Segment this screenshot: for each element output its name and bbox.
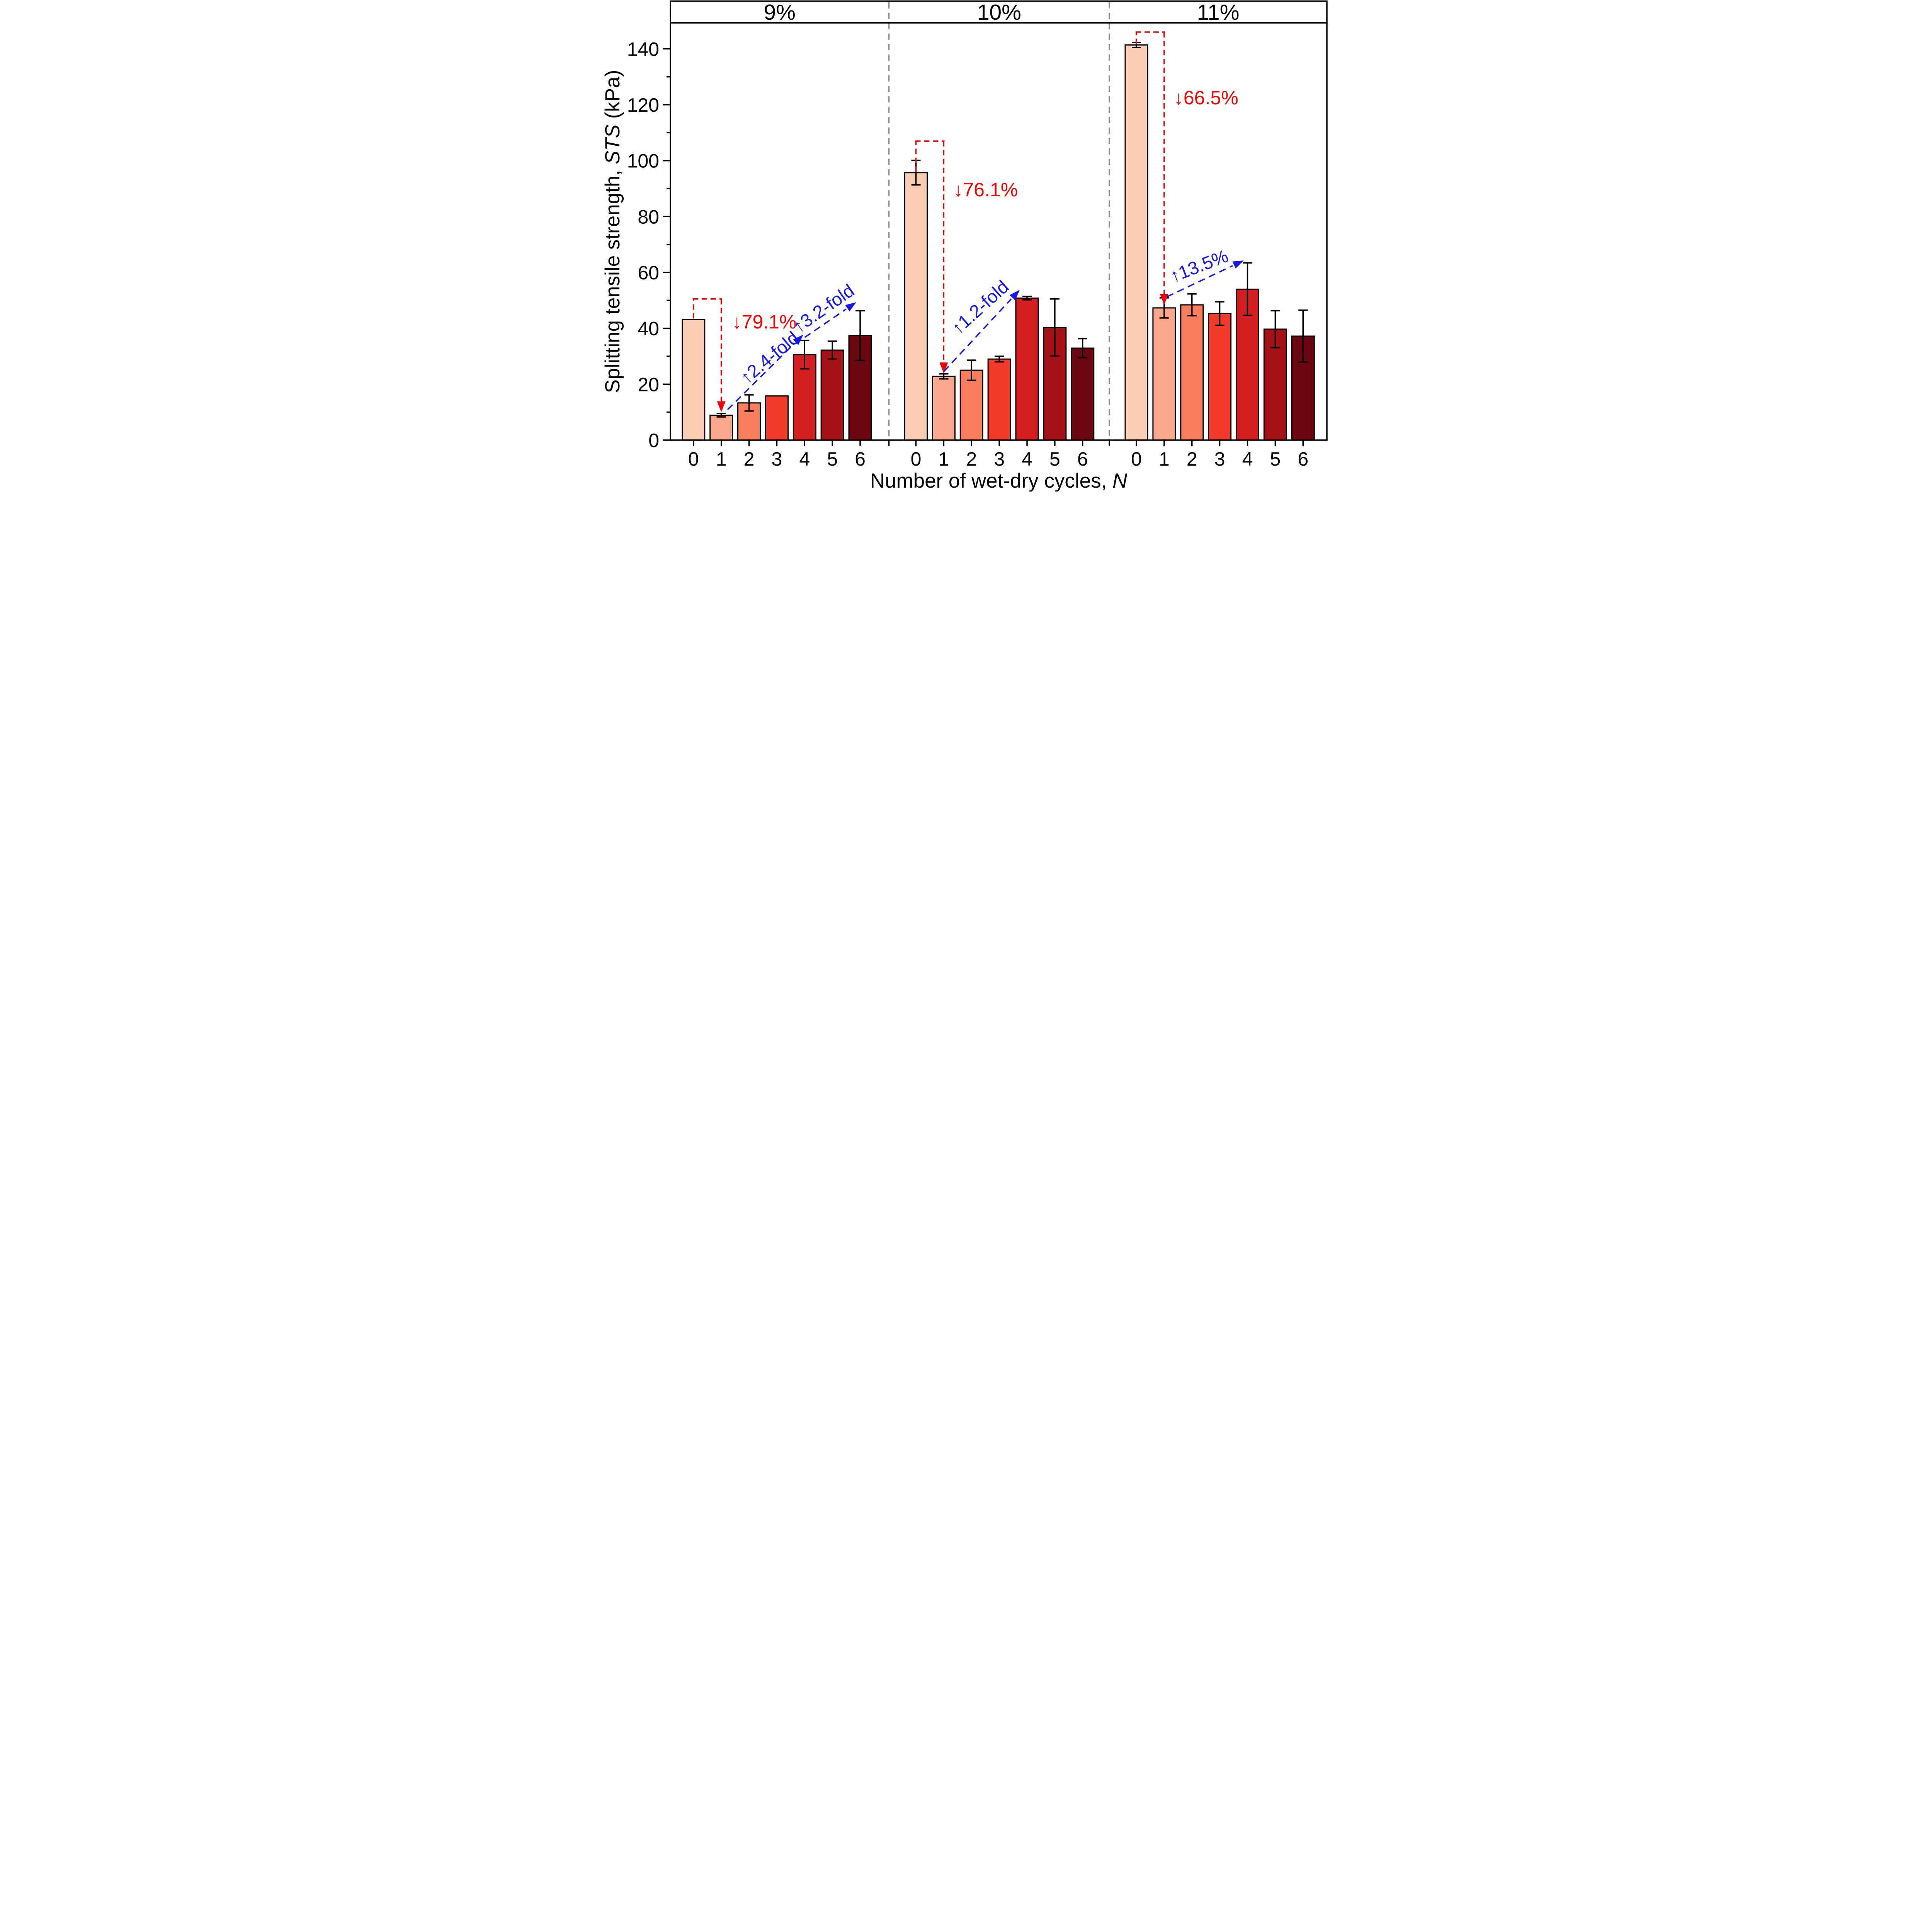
error-bar-9%-n4: [800, 340, 810, 370]
x-tick-label: 2: [1187, 448, 1197, 470]
bars-panel-11%: [1124, 41, 1315, 441]
error-bar-11%-n4: [1243, 262, 1252, 316]
error-bar-10%-n5: [1050, 298, 1060, 357]
bar-11%-n2: [1180, 304, 1204, 441]
x-tick-label: 0: [911, 448, 922, 470]
error-bar-10%-n2: [967, 359, 976, 381]
x-tick-label: 3: [1214, 448, 1225, 470]
up-right-arrowhead-icon: [1009, 290, 1020, 301]
bar-9%-n5: [820, 349, 844, 441]
x-tick-label: 1: [716, 448, 727, 470]
y-tick-label: 60: [638, 262, 659, 284]
increase-annotation-11%-0: [1167, 260, 1244, 298]
x-tick-label: 0: [688, 448, 699, 470]
x-tick-label: 2: [966, 448, 977, 470]
x-tick-label: 0: [1131, 448, 1142, 470]
decrease-label-10%: ↓76.1%: [953, 179, 1018, 201]
error-bar-9%-n2: [744, 394, 754, 412]
y-tick-label: 120: [627, 94, 659, 116]
up-right-arrowhead-icon: [793, 335, 803, 345]
error-bar-9%-n6: [855, 310, 865, 361]
x-tick-label: 4: [799, 448, 810, 470]
bars-panel-10%: [904, 160, 1095, 441]
up-right-arrowhead-icon: [1232, 260, 1244, 269]
error-bar-11%-n2: [1187, 293, 1197, 316]
y-tick-label: 20: [638, 374, 659, 395]
bar-10%-n6: [1071, 347, 1095, 441]
x-tick-label: 1: [938, 448, 949, 470]
figure-root: 0 20 40 60 80 100 120 140 0 1 2 3 4 5 6 0 1 2 3 4 5 6 0 1 2 3 4 5 6 ↓…: [603, 0, 1329, 492]
error-bar-11%-n5: [1270, 310, 1280, 349]
error-bar-9%-n1: [716, 413, 726, 418]
decrease-label-9%: ↓79.1%: [732, 311, 797, 333]
error-bar-11%-n3: [1215, 301, 1225, 326]
bar-10%-n1: [932, 376, 956, 441]
increase-arrow-line: [727, 343, 795, 410]
x-axis-title: Number of wet-dry cycles, N: [870, 469, 1128, 492]
error-bar-10%-n4: [1022, 296, 1032, 301]
x-tick-label: 3: [772, 448, 782, 470]
bar-10%-n0: [904, 172, 928, 441]
down-arrowhead-icon: [1160, 294, 1168, 305]
x-tick-label: 5: [1049, 448, 1060, 470]
error-bar-10%-n3: [995, 355, 1004, 363]
y-tick-label: 0: [648, 430, 659, 451]
x-tick-label: 6: [1077, 448, 1088, 470]
error-bar-11%-n6: [1298, 309, 1308, 363]
bar-11%-n0: [1124, 44, 1148, 441]
bar-10%-n3: [987, 358, 1011, 441]
up-right-arrowhead-icon: [845, 302, 856, 312]
bar-9%-n0: [682, 319, 706, 441]
bar-9%-n1: [709, 415, 733, 441]
increase-arrow-line: [795, 308, 847, 345]
increase-annotation-9%-0: [727, 335, 803, 410]
bar-11%-n3: [1208, 313, 1232, 441]
bar-11%-n1: [1152, 307, 1176, 441]
panel-header-label-10%: 10%: [977, 0, 1021, 25]
x-tick-label: 4: [1022, 448, 1032, 470]
down-arrowhead-icon: [717, 401, 726, 412]
x-tick-label: 2: [744, 448, 755, 470]
error-bar-9%-n5: [828, 340, 837, 360]
x-tick-label: 1: [1159, 448, 1170, 470]
x-tick-label: 6: [1298, 448, 1308, 470]
error-bar-10%-n1: [939, 373, 949, 380]
increase-annotation-10%-0: [943, 290, 1020, 372]
y-tick-label: 140: [627, 38, 659, 60]
decrease-label-11%: ↓66.5%: [1174, 87, 1238, 109]
y-tick-label: 100: [627, 150, 659, 172]
increase-arrow-line: [1167, 265, 1233, 298]
panel-header-label-9%: 9%: [764, 0, 796, 25]
x-tick-label: 4: [1242, 448, 1253, 470]
bar-10%-n2: [959, 369, 983, 441]
decrease-annotation-10%: [915, 140, 948, 374]
bar-9%-n3: [765, 395, 789, 441]
x-tick-label: 5: [1270, 448, 1281, 470]
y-tick-label: 40: [638, 318, 659, 340]
x-tick-label: 3: [994, 448, 1005, 470]
down-arrowhead-icon: [939, 362, 948, 374]
increase-annotation-9%-1: [795, 302, 856, 345]
x-tick-label: 5: [827, 448, 838, 470]
header-band-border: [670, 0, 1328, 24]
bars-panel-9%: [682, 310, 872, 441]
error-bar-10%-n6: [1078, 338, 1087, 359]
decrease-annotation-9%: [692, 298, 726, 412]
increase-arrow-line: [943, 298, 1012, 372]
y-tick-label: 80: [638, 206, 659, 228]
y-axis-title: Splitting tensile strength, STS (kPa): [603, 70, 624, 393]
panel-header-label-11%: 11%: [1197, 0, 1240, 25]
x-tick-label: 6: [855, 448, 866, 470]
decrease-annotation-11%: [1136, 31, 1168, 305]
bar-10%-n4: [1015, 298, 1039, 441]
